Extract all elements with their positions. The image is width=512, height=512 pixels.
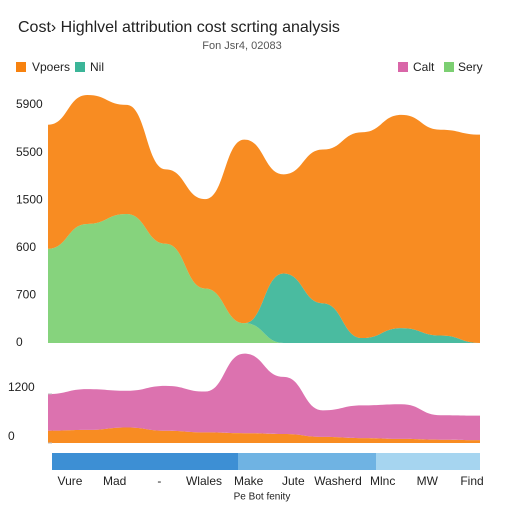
legend-label: Calt — [413, 60, 435, 74]
y-tick-label: 600 — [16, 240, 36, 254]
area — [48, 214, 480, 343]
area — [48, 353, 480, 441]
legend-label: Vpoers — [32, 60, 70, 74]
legend-label: Nil — [90, 60, 104, 74]
x-axis-label: Pe Bot fenity — [234, 492, 291, 503]
area — [48, 427, 480, 443]
legend-swatch — [16, 62, 26, 72]
chart-title: Cost› Highlvel attribution cost scrting … — [18, 19, 340, 36]
legend-swatch — [75, 62, 85, 72]
strip — [238, 453, 376, 470]
x-tick-label: Mad — [103, 474, 126, 488]
y-tick-label: 0 — [16, 335, 23, 349]
x-tick-label: MW — [417, 474, 439, 488]
area — [48, 95, 480, 343]
chart-subtitle: Fon Jsr4, 02083 — [202, 40, 282, 52]
y-tick-label: 1500 — [16, 192, 43, 206]
y-tick-label: 5500 — [16, 145, 43, 159]
y-tick-label: 0 — [8, 429, 15, 443]
y-tick-label: 1200 — [8, 380, 35, 394]
strip — [376, 453, 480, 470]
x-tick-label: Jute — [282, 474, 305, 488]
x-tick-label: Wlales — [186, 474, 222, 488]
y-tick-label: 700 — [16, 288, 36, 302]
legend-swatch — [398, 62, 408, 72]
legend-label: Sery — [458, 60, 483, 74]
strip — [52, 453, 238, 470]
x-tick-label: Find — [460, 474, 483, 488]
x-tick-label: Mlnc — [370, 474, 395, 488]
area — [48, 214, 480, 343]
x-tick-label: Washerd — [314, 474, 362, 488]
legend-swatch — [444, 62, 454, 72]
y-tick-label: 5900 — [16, 97, 43, 111]
x-tick-label: - — [157, 474, 161, 488]
x-tick-label: Make — [234, 474, 264, 488]
x-tick-label: Vure — [58, 474, 83, 488]
